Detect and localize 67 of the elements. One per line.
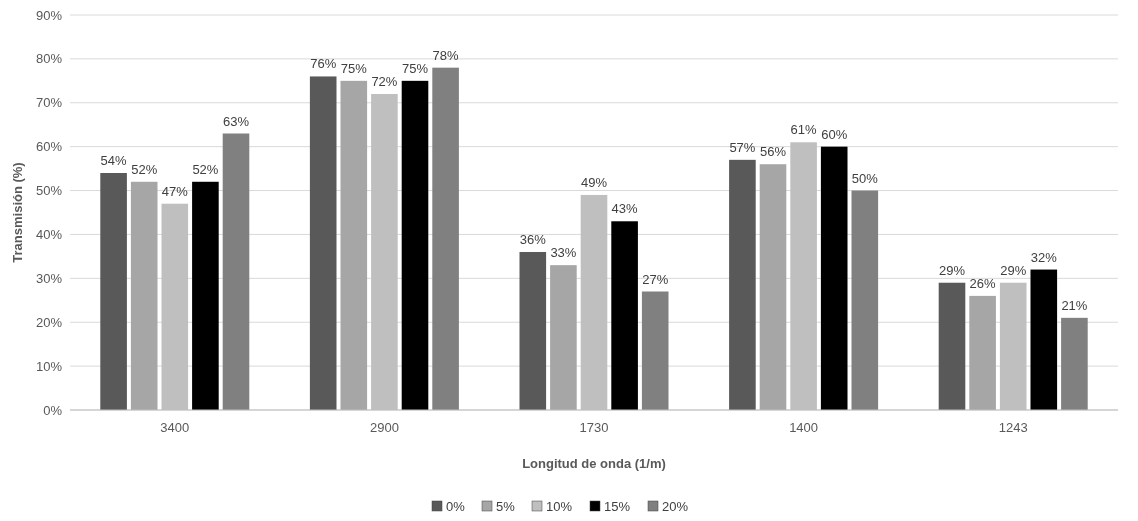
legend-label: 10% [546, 499, 573, 514]
data-label: 61% [790, 122, 818, 138]
y-axis-title: Transmisión (%) [10, 162, 25, 263]
data-label: 29% [1000, 262, 1027, 278]
data-label: 50% [851, 170, 879, 186]
bar [1030, 269, 1058, 410]
bar [969, 295, 996, 410]
bar [729, 159, 756, 410]
y-tick-label: 0% [43, 402, 63, 418]
bar [759, 164, 787, 410]
y-tick-label: 20% [35, 314, 63, 330]
data-label: 54% [100, 153, 128, 168]
y-tick-label: 70% [35, 95, 63, 111]
x-tick-label: 1243 [998, 420, 1028, 435]
x-axis-title: Longitud de onda (1/m) [522, 456, 666, 471]
data-label: 47% [161, 183, 189, 199]
bar [641, 291, 669, 410]
bar [432, 67, 459, 410]
bar [401, 80, 429, 410]
legend-label: 0% [446, 499, 466, 514]
data-label: 57% [729, 139, 756, 155]
legend-label: 5% [496, 499, 516, 514]
data-label: 33% [550, 245, 577, 261]
y-tick-label: 90% [35, 7, 63, 23]
data-label: 78% [432, 47, 460, 63]
bar [519, 252, 547, 410]
bar [1061, 317, 1088, 410]
y-tick-label: 80% [35, 51, 63, 67]
bar [309, 76, 337, 410]
data-label: 76% [310, 56, 337, 72]
x-tick-label: 1400 [789, 420, 819, 435]
legend-label: 20% [662, 499, 689, 514]
data-label: 75% [340, 60, 368, 76]
bar [130, 181, 158, 410]
bar [340, 80, 368, 410]
data-label: 72% [371, 74, 398, 89]
bar [550, 265, 577, 410]
data-label: 27% [642, 271, 669, 287]
data-label: 60% [821, 126, 848, 142]
data-label: 32% [1030, 249, 1058, 265]
bar [938, 282, 966, 410]
data-label: 43% [611, 201, 639, 217]
bar [820, 146, 848, 410]
legend-label: 15% [604, 499, 631, 514]
bar [851, 190, 879, 410]
x-tick-label: 3400 [160, 420, 190, 435]
data-label: 52% [192, 161, 219, 177]
data-label: 36% [519, 232, 547, 247]
y-tick-label: 60% [35, 139, 63, 155]
y-tick-label: 50% [35, 183, 63, 199]
data-label: 75% [401, 60, 429, 76]
data-label: 63% [222, 113, 250, 129]
data-label: 49% [580, 174, 608, 190]
y-tick-label: 10% [35, 358, 63, 374]
data-label: 29% [938, 262, 966, 278]
x-tick-label: 1730 [579, 420, 609, 435]
data-label: 56% [759, 144, 787, 160]
data-label: 26% [969, 275, 997, 291]
x-tick-label: 2900 [369, 420, 399, 435]
bar [222, 133, 250, 410]
bar [100, 173, 127, 410]
y-tick-label: 40% [35, 226, 63, 242]
bar [192, 181, 219, 410]
data-label: 21% [1061, 297, 1088, 313]
data-label: 52% [131, 161, 158, 177]
bar [611, 221, 638, 410]
y-tick-label: 30% [35, 270, 63, 286]
